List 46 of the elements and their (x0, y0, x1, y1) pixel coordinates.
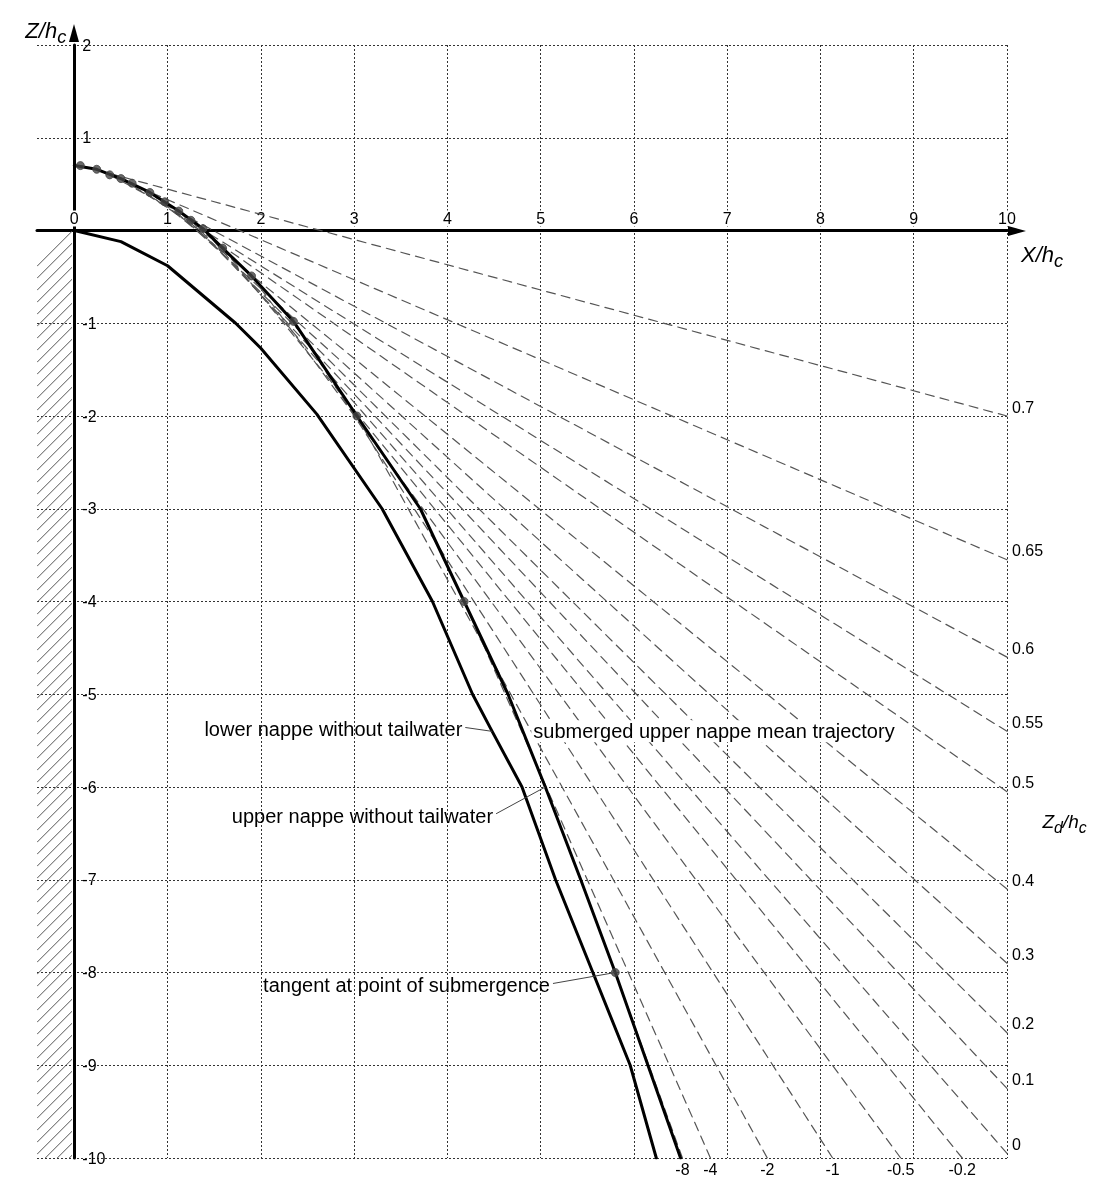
y-tick-label: -10 (82, 1149, 106, 1167)
x-axis-title: X/h$_{c}$ (1021, 241, 1064, 272)
annotation: 0.55 (1012, 713, 1044, 731)
annotation: 0.2 (1012, 1015, 1035, 1033)
annotation: -1 (825, 1160, 840, 1178)
annotation: upper nappe without tailwater (231, 804, 494, 827)
x-tick-label: 3 (349, 210, 359, 227)
annotation: -0.5 (886, 1160, 915, 1178)
annotation: -4 (703, 1160, 718, 1178)
y-tick-label: -6 (82, 778, 97, 796)
x-tick-label: 8 (816, 210, 826, 227)
y-tick-label: -9 (82, 1056, 97, 1074)
y-tick-label: -4 (82, 593, 97, 610)
x-tick-label: 1 (163, 210, 173, 227)
annotation: tangent at point of submergence (263, 974, 550, 997)
annotation: lower nappe without tailwater (204, 718, 463, 741)
y-tick-label: -3 (82, 500, 97, 518)
annotation: 0.1 (1012, 1070, 1035, 1088)
x-tick-label: 7 (722, 210, 732, 227)
x-tick-label: 10 (998, 210, 1016, 227)
x-tick-label: 0 (69, 210, 79, 227)
annotation: 0.4 (1012, 871, 1035, 889)
y-tick-label: 2 (82, 36, 92, 54)
annotation: 0.7 (1012, 398, 1035, 416)
annotation: 0.65 (1012, 542, 1044, 560)
annotation: -0.2 (948, 1160, 977, 1178)
annotation: 0.3 (1012, 945, 1035, 963)
annotation: 0.5 (1012, 774, 1035, 792)
y-tick-label: -1 (82, 314, 97, 332)
x-tick-label: 5 (536, 210, 546, 227)
text: Z$_{d}$/h$_{c}$ (1042, 810, 1087, 837)
y-tick-label: -2 (82, 407, 97, 425)
annotation: 0.6 (1012, 639, 1035, 657)
y-tick-label: -5 (82, 685, 97, 703)
x-tick-label: 9 (909, 210, 919, 227)
y-tick-label: -8 (82, 964, 97, 981)
y-tick-label: 1 (82, 129, 92, 147)
x-tick-label: 2 (256, 210, 266, 227)
x-tick-label: 6 (629, 210, 639, 227)
annotation: -2 (760, 1160, 775, 1178)
annotation: submerged upper nappe mean trajectory (533, 720, 895, 743)
x-tick-label: 4 (442, 210, 452, 227)
y-tick-label: -7 (82, 871, 97, 889)
annotation: -8 (675, 1160, 690, 1178)
annotation: 0 (1012, 1135, 1021, 1153)
y-axis-title: Z/h$_{c}$ (25, 17, 67, 48)
